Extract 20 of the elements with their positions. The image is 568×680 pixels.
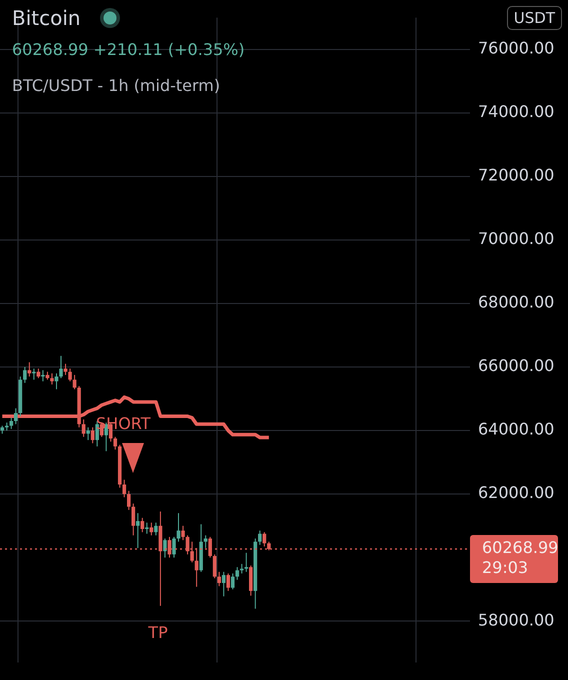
annotation: SHORT — [96, 414, 151, 434]
y-tick-label: 70000.00 — [478, 229, 554, 248]
y-tick-label: 58000.00 — [478, 610, 554, 630]
y-tick-label: 72000.00 — [478, 166, 554, 185]
text: 29:03 — [482, 558, 528, 578]
candlestick — [41, 370, 45, 382]
y-tick-label: 62000.00 — [478, 483, 554, 502]
y-tick-label: 68000.00 — [478, 292, 554, 312]
ref-line-label: 60268.99 — [482, 538, 558, 558]
chart-title: Bitcoin — [12, 6, 81, 30]
annotation: BTC/USDT - 1h (mid-term) — [12, 76, 220, 95]
candlestick — [145, 522, 149, 534]
text: USDT — [506, 6, 562, 30]
text: 60268.99 +210.11 (+0.35%) — [12, 40, 245, 59]
y-tick-label: 64000.00 — [478, 420, 554, 439]
y-tick-label: 74000.00 — [478, 102, 554, 122]
annotation: TP — [147, 623, 168, 642]
candlestick — [244, 552, 248, 572]
y-tick-label: 76000.00 — [478, 38, 554, 58]
y-tick-label: 66000.00 — [478, 356, 554, 376]
